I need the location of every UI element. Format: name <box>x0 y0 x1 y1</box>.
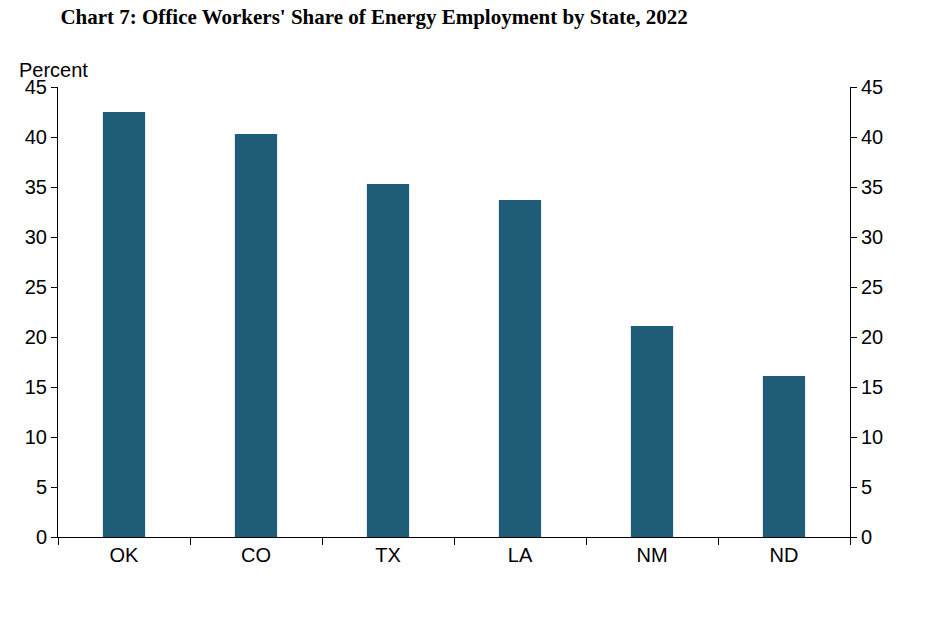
svg-text:OK: OK <box>110 544 140 566</box>
svg-text:35: 35 <box>861 176 883 198</box>
svg-text:45: 45 <box>25 76 47 98</box>
svg-text:15: 15 <box>25 376 47 398</box>
svg-text:10: 10 <box>861 426 883 448</box>
svg-text:25: 25 <box>861 276 883 298</box>
svg-text:40: 40 <box>25 126 47 148</box>
svg-text:15: 15 <box>861 376 883 398</box>
svg-text:30: 30 <box>25 226 47 248</box>
svg-text:25: 25 <box>25 276 47 298</box>
svg-text:ND: ND <box>770 544 799 566</box>
svg-text:35: 35 <box>25 176 47 198</box>
svg-text:NM: NM <box>636 544 667 566</box>
svg-text:10: 10 <box>25 426 47 448</box>
svg-text:TX: TX <box>375 544 401 566</box>
svg-text:LA: LA <box>508 544 533 566</box>
svg-text:CO: CO <box>241 544 271 566</box>
svg-text:Chart 7: Office Workers' Share: Chart 7: Office Workers' Share of Energy… <box>60 5 687 29</box>
svg-text:45: 45 <box>861 76 883 98</box>
svg-text:20: 20 <box>25 326 47 348</box>
svg-text:5: 5 <box>36 476 47 498</box>
svg-text:Percent: Percent <box>19 59 88 81</box>
svg-text:20: 20 <box>861 326 883 348</box>
svg-text:0: 0 <box>36 526 47 548</box>
svg-text:5: 5 <box>861 476 872 498</box>
svg-text:0: 0 <box>861 526 872 548</box>
svg-text:30: 30 <box>861 226 883 248</box>
svg-text:40: 40 <box>861 126 883 148</box>
